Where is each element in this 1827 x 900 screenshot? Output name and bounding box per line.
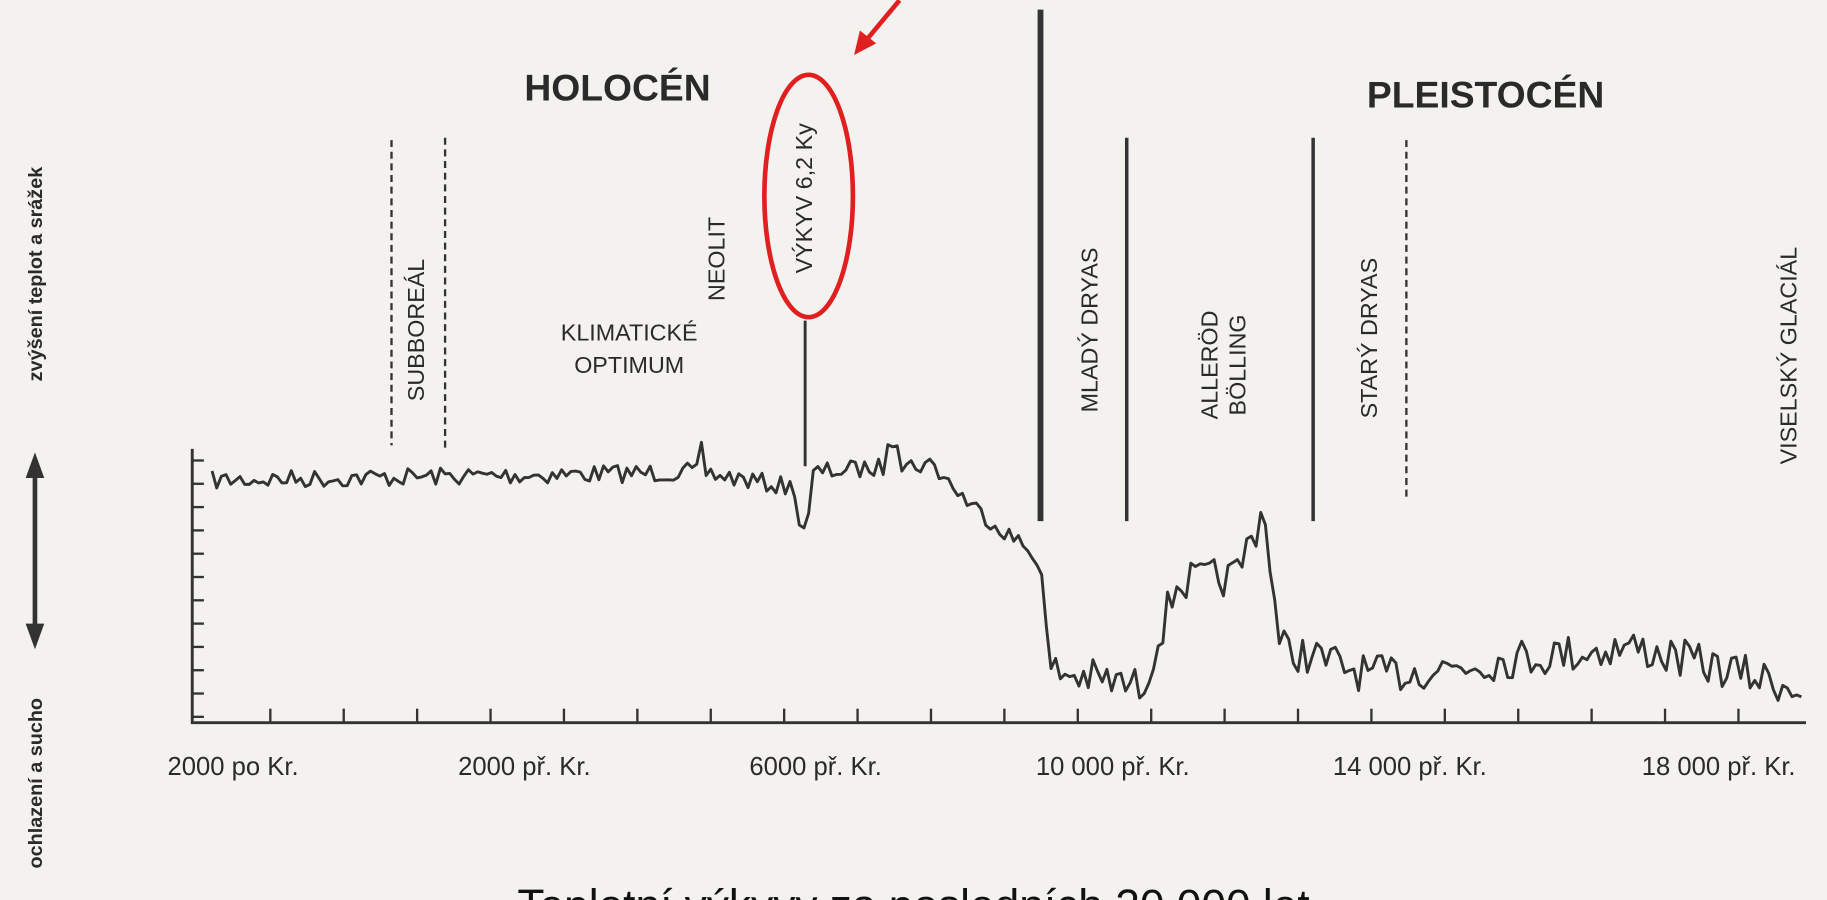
axes	[190, 448, 1807, 725]
label: VÝKYV 6,2 Ky	[791, 123, 817, 274]
x-tick-label: 10 000 př. Kr.	[1036, 753, 1190, 781]
label: NEOLIT	[704, 217, 730, 301]
temperature-curve	[210, 440, 1802, 702]
label: SUBBOREÁL	[403, 259, 429, 401]
highlight-ellipse	[762, 72, 856, 320]
divider-lines	[190, 9, 1807, 725]
x-tick-label: 18 000 př. Kr.	[1642, 753, 1796, 781]
label: VISELSKÝ GLACIÁL	[1776, 247, 1802, 465]
double-arrow	[25, 452, 45, 650]
axis-label: ochlazení a sucho	[25, 698, 47, 869]
x-tick-labels: 2000 po Kr. 2000 př. Kr. 6000 př. Kr. 10 00…	[167, 753, 1795, 781]
label: STARÝ DRYAS	[1356, 258, 1382, 419]
label: MLADÝ DRYAS	[1077, 248, 1103, 413]
label: BÖLLING	[1225, 314, 1251, 415]
label: ALLERÖD	[1197, 311, 1223, 420]
caption: Teplotní výkyvy za posledních 20 000 let	[517, 882, 1309, 900]
period-label: HOLOCÉN	[524, 66, 710, 108]
x-tick-label: 2000 po Kr.	[167, 753, 298, 781]
x-tick-label: 2000 př. Kr.	[458, 753, 590, 781]
axis-label: zvýšení teplot a srážek	[25, 166, 47, 382]
period-label: PLEISTOCÉN	[1367, 73, 1604, 115]
x-tick-label: 14 000 př. Kr.	[1333, 753, 1487, 781]
label: KLIMATICKÉ	[561, 319, 698, 345]
axis-ticks	[192, 459, 1740, 723]
x-tick-label: 6000 př. Kr.	[749, 753, 881, 781]
red-arrow	[854, 0, 902, 56]
label: OPTIMUM	[574, 352, 684, 378]
